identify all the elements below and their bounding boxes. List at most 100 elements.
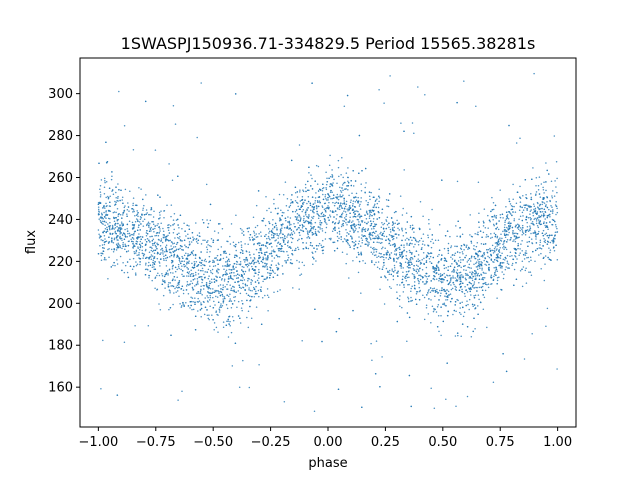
data-point — [380, 231, 382, 234]
data-point — [173, 292, 175, 294]
data-point — [156, 247, 158, 250]
data-point — [433, 268, 436, 270]
data-point — [253, 296, 256, 298]
data-point — [548, 247, 550, 249]
data-point — [241, 269, 243, 271]
data-point — [272, 228, 274, 230]
data-point — [465, 254, 467, 257]
data-point — [348, 244, 351, 247]
data-point — [132, 257, 135, 260]
data-point — [127, 202, 129, 204]
data-point — [306, 208, 308, 211]
data-point — [160, 222, 162, 225]
data-point — [482, 255, 484, 258]
data-point — [269, 238, 271, 241]
data-point — [206, 300, 209, 302]
data-point — [454, 285, 456, 288]
data-point — [223, 268, 225, 270]
data-point — [248, 289, 250, 291]
data-point — [345, 221, 347, 224]
data-point — [523, 204, 525, 207]
data-point — [199, 292, 202, 295]
data-point — [553, 246, 555, 248]
data-point — [208, 318, 210, 321]
data-point — [162, 294, 165, 297]
data-point — [310, 223, 313, 225]
data-point — [526, 241, 528, 243]
data-point — [158, 218, 160, 220]
data-point — [110, 266, 113, 268]
data-point — [433, 266, 435, 269]
data-point — [244, 261, 246, 263]
data-point — [162, 257, 165, 260]
data-point — [390, 287, 392, 289]
data-point — [111, 239, 113, 241]
data-point — [422, 251, 425, 254]
data-point — [140, 238, 142, 240]
data-point — [149, 264, 152, 267]
data-point — [131, 237, 134, 239]
data-point — [105, 259, 107, 261]
data-point — [126, 271, 129, 274]
data-point — [383, 222, 386, 225]
data-point — [295, 218, 298, 221]
data-point — [546, 234, 549, 237]
data-point — [435, 311, 438, 313]
data-point — [377, 261, 380, 263]
data-point — [514, 240, 517, 243]
data-point — [478, 226, 480, 229]
data-point — [338, 205, 341, 207]
data-point — [390, 273, 393, 276]
data-point — [113, 247, 115, 250]
data-point — [158, 232, 160, 234]
data-point — [229, 293, 231, 295]
data-point — [310, 219, 313, 221]
data-point — [436, 290, 438, 293]
data-point — [274, 222, 277, 225]
data-point — [253, 253, 255, 255]
data-point — [253, 262, 256, 264]
data-point — [502, 353, 504, 355]
data-point — [286, 198, 289, 200]
data-point — [182, 275, 184, 277]
data-point — [122, 212, 124, 214]
data-point — [534, 235, 537, 237]
data-point — [506, 260, 509, 262]
data-point — [200, 264, 202, 267]
data-point — [226, 320, 228, 322]
data-point — [475, 261, 478, 263]
data-point — [177, 255, 179, 258]
data-point — [459, 274, 461, 277]
data-point — [178, 232, 180, 234]
data-point — [530, 274, 533, 277]
data-point — [446, 298, 449, 301]
data-point — [533, 224, 535, 226]
data-point — [382, 262, 385, 264]
data-point — [378, 217, 381, 219]
data-point — [290, 229, 293, 231]
data-point — [313, 211, 315, 214]
data-point — [353, 245, 355, 247]
data-point — [164, 238, 167, 241]
data-point — [138, 221, 141, 223]
data-point — [455, 286, 457, 288]
data-point — [331, 197, 334, 200]
data-point — [341, 157, 343, 159]
data-point — [478, 298, 480, 301]
data-point — [272, 249, 275, 251]
data-point — [555, 213, 557, 216]
data-point — [320, 244, 322, 247]
data-point — [105, 141, 107, 143]
data-point — [432, 242, 435, 244]
data-point — [107, 195, 109, 198]
data-point — [522, 231, 524, 234]
data-point — [501, 252, 503, 254]
data-point — [464, 272, 467, 275]
data-point — [483, 252, 485, 254]
data-point — [242, 286, 244, 288]
data-point — [280, 224, 283, 226]
data-point — [187, 272, 190, 275]
data-point — [178, 283, 180, 286]
data-point — [196, 301, 199, 303]
data-point — [352, 185, 355, 187]
